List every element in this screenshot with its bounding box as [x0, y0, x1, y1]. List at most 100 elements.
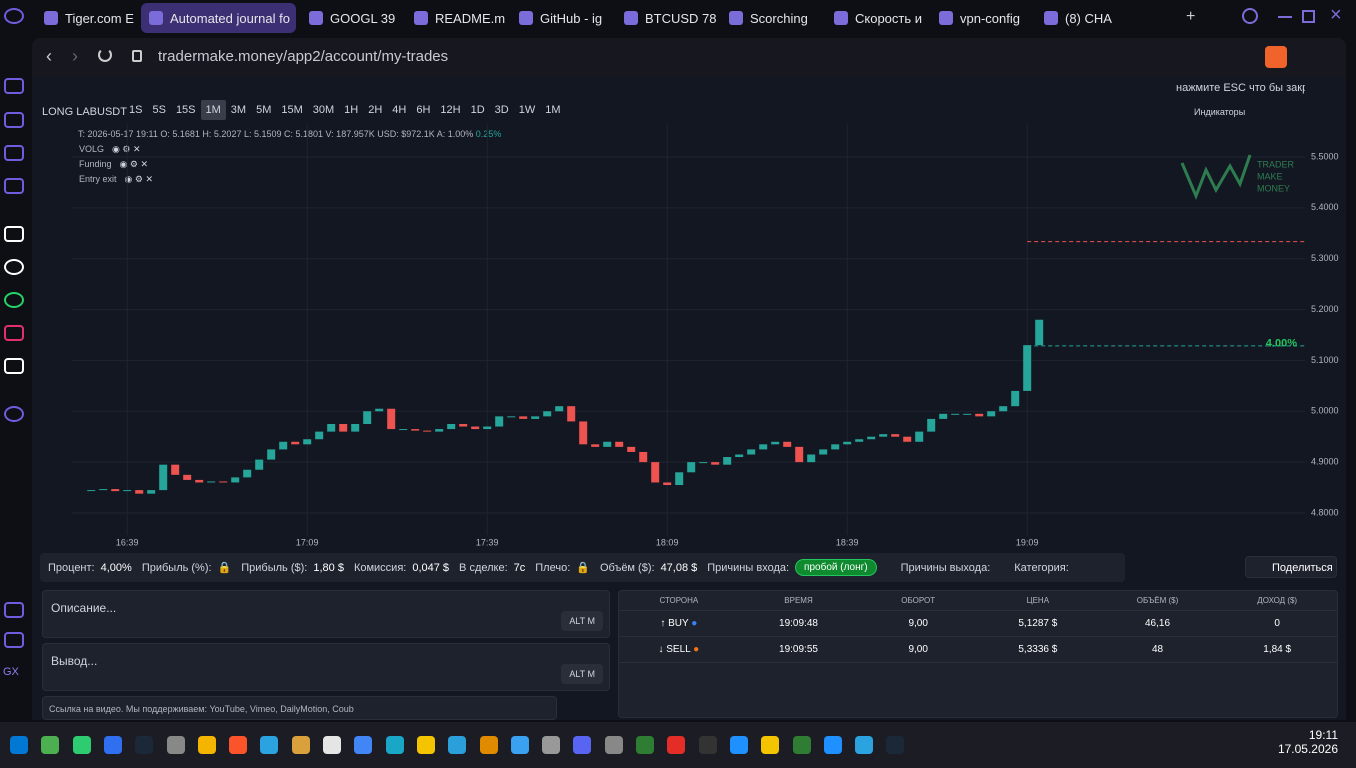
taskbar-icon[interactable]: [72, 736, 91, 754]
taskbar-icon[interactable]: [323, 736, 341, 754]
opera-logo[interactable]: [4, 8, 24, 24]
tab[interactable]: Automated journal fo: [141, 3, 296, 33]
url[interactable]: tradermake.money/app2/account/my-trades: [158, 48, 449, 65]
interval[interactable]: 30M: [312, 104, 335, 116]
reload[interactable]: [98, 48, 112, 62]
interval[interactable]: 15M: [281, 104, 303, 116]
indicators-button[interactable]: Индикаторы: [1194, 107, 1246, 117]
address-bar: ‹ › tradermake.money/app2/account/my-tra…: [32, 38, 1346, 78]
sidebar-icon[interactable]: [4, 358, 24, 374]
tab-icon: [44, 11, 58, 25]
sidebar-icon[interactable]: [4, 325, 24, 341]
tab[interactable]: README.m: [406, 3, 506, 33]
sidebar-icon[interactable]: [4, 292, 24, 308]
sidebar-icon[interactable]: [4, 259, 24, 275]
sidebar-icon[interactable]: [4, 78, 24, 94]
taskbar-icon[interactable]: [510, 736, 529, 754]
taskbar-icon[interactable]: [479, 736, 498, 754]
forward[interactable]: ›: [72, 46, 78, 66]
voice-button[interactable]: ALT M: [561, 664, 603, 684]
interval[interactable]: 1M: [545, 104, 561, 116]
interval[interactable]: 1S: [129, 104, 143, 116]
entry-reason[interactable]: пробой (лонг): [795, 559, 877, 576]
taskbar-icon[interactable]: [385, 736, 404, 754]
taskbar-icon[interactable]: [448, 736, 467, 754]
taskbar-icon[interactable]: [41, 736, 60, 754]
sidebar-icon[interactable]: [4, 145, 24, 161]
candle: [735, 454, 744, 458]
taskbar-icon[interactable]: [729, 736, 748, 754]
taskbar-icon[interactable]: [886, 736, 905, 754]
taskbar-icon[interactable]: [197, 736, 216, 754]
taskbar-icon[interactable]: [260, 736, 279, 754]
video-input[interactable]: Ссылка на видео. Мы поддерживаем: YouTub…: [42, 696, 557, 720]
taskbar-icon[interactable]: [291, 736, 310, 754]
extension-icon[interactable]: [1265, 46, 1287, 68]
taskbar-icon[interactable]: [698, 736, 717, 754]
taskbar-icon[interactable]: [416, 736, 435, 754]
taskbar-icon[interactable]: [792, 736, 811, 754]
interval[interactable]: 4H: [392, 104, 407, 116]
taskbar-icon[interactable]: [604, 736, 623, 754]
share-button[interactable]: Поделиться: [1245, 556, 1337, 578]
interval[interactable]: 1W: [518, 104, 536, 116]
candle: [951, 413, 960, 415]
taskbar-icon[interactable]: [667, 736, 686, 754]
taskbar-icon[interactable]: [761, 736, 780, 754]
taskbar-icon[interactable]: [135, 736, 154, 754]
sidebar-icon[interactable]: [4, 112, 24, 128]
tab-strip: Tiger.com E Automated journal fo GOOGL 39 R…: [36, 0, 1206, 36]
taskbar-icon[interactable]: [542, 736, 561, 754]
maximize[interactable]: [1302, 10, 1315, 23]
interval[interactable]: 1D: [470, 104, 485, 116]
sidebar-icon[interactable]: [4, 632, 24, 648]
taskbar-icon[interactable]: [354, 736, 373, 754]
candle: [639, 451, 648, 463]
taskbar-icon[interactable]: [573, 736, 592, 754]
tab[interactable]: Tiger.com E: [36, 3, 136, 33]
candle: [819, 449, 828, 455]
interval[interactable]: 3M: [230, 104, 247, 116]
taskbar-icon[interactable]: [855, 736, 874, 754]
tab[interactable]: Scorching: [721, 3, 821, 33]
sidebar-icon[interactable]: [4, 226, 24, 242]
taskbar-icon[interactable]: [166, 736, 185, 754]
tab-title: (8) CHA: [1065, 10, 1112, 26]
sidebar-icon[interactable]: [4, 178, 24, 194]
interval[interactable]: 6H: [416, 104, 431, 116]
candle: [483, 426, 492, 430]
sidebar-icon[interactable]: [4, 406, 24, 422]
voice-button[interactable]: ALT M: [561, 611, 603, 631]
sidebar-icon[interactable]: [4, 602, 24, 618]
interval[interactable]: 5S: [152, 104, 166, 116]
tab[interactable]: vpn-config: [931, 3, 1031, 33]
conclusion-box[interactable]: Вывод... ALT M: [42, 643, 610, 691]
close-window[interactable]: ×: [1330, 4, 1342, 26]
tab[interactable]: GOOGL 39: [301, 3, 401, 33]
tab-title: GitHub - ig: [540, 10, 603, 26]
minimize[interactable]: [1278, 16, 1292, 18]
taskbar-icon[interactable]: [10, 736, 28, 754]
tab[interactable]: BTCUSD 78: [616, 3, 716, 33]
interval[interactable]: 3D: [494, 104, 509, 116]
interval[interactable]: 1M: [200, 100, 226, 120]
search-tabs[interactable]: [1242, 8, 1258, 24]
taskbar-icon[interactable]: [103, 736, 122, 754]
taskbar-icon[interactable]: [636, 736, 654, 754]
clock[interactable]: 19:11 17.05.2026: [1278, 728, 1338, 756]
interval[interactable]: 5M: [256, 104, 272, 116]
interval[interactable]: 12H: [440, 104, 461, 116]
interval[interactable]: 15S: [175, 104, 196, 116]
stat-label: Прибыль (%):: [141, 561, 212, 574]
description-box[interactable]: Описание... ALT M: [42, 590, 610, 638]
new-tab[interactable]: +: [1186, 8, 1196, 25]
interval[interactable]: 2H: [368, 104, 383, 116]
taskbar-icon[interactable]: [229, 736, 248, 754]
taskbar-icon[interactable]: [823, 736, 842, 754]
tab[interactable]: Скорость и: [826, 3, 926, 33]
gx-label[interactable]: GX: [3, 666, 19, 678]
tab[interactable]: (8) CHA: [1036, 3, 1136, 33]
back[interactable]: ‹: [46, 46, 52, 66]
interval[interactable]: 1H: [344, 104, 359, 116]
tab[interactable]: GitHub - ig: [511, 3, 611, 33]
